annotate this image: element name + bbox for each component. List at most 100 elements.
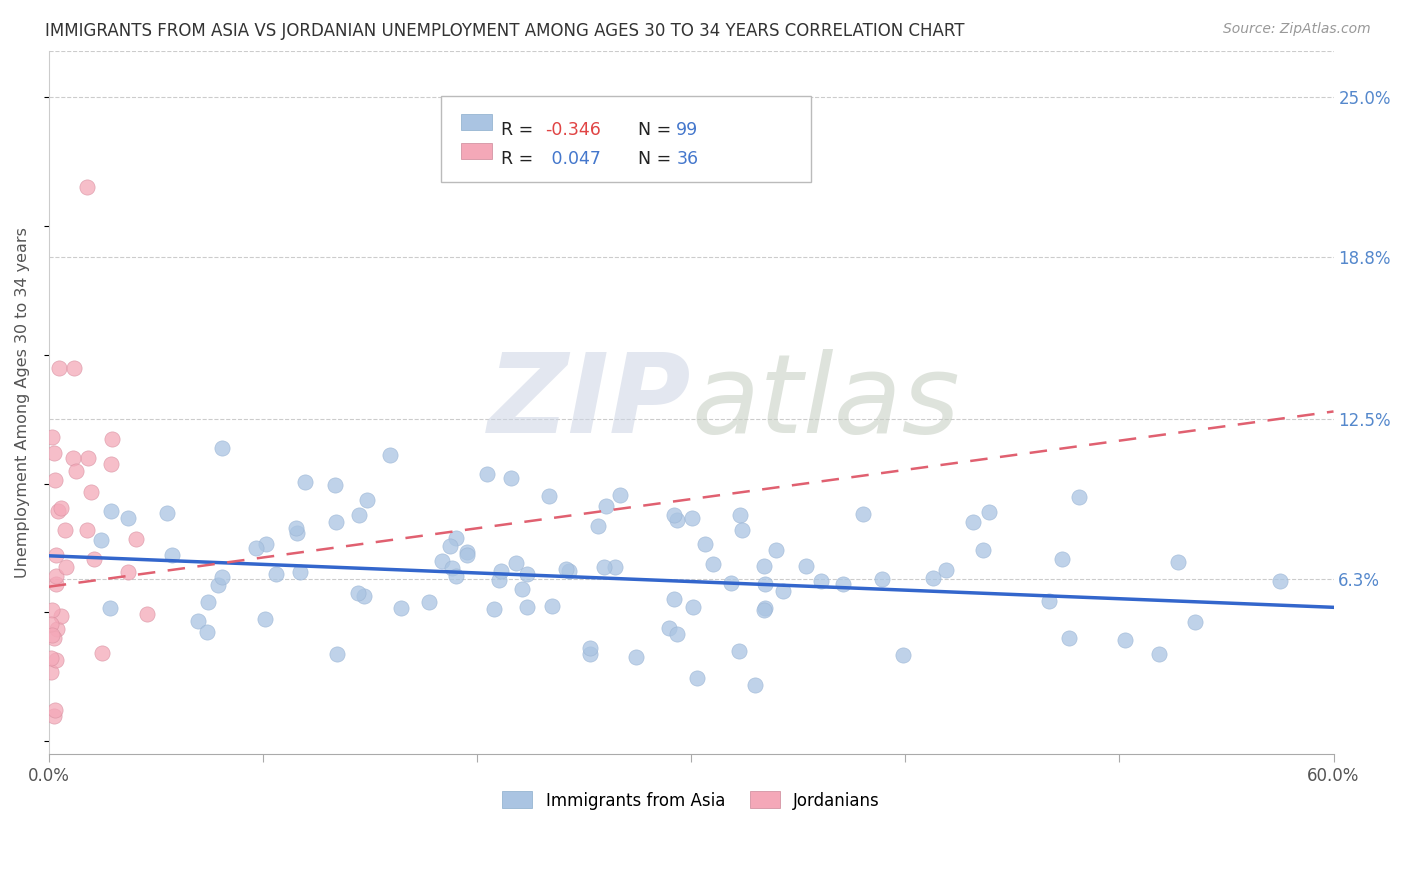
Point [41, 628, 63, 642]
Point [294, 475, 316, 489]
Point [288, 566, 311, 580]
Point [1038, 594, 1060, 608]
Point [418, 595, 440, 609]
Point [439, 539, 461, 553]
Point [538, 489, 561, 503]
Point [39, 665, 62, 679]
Text: R =: R = [501, 150, 538, 168]
Point [477, 467, 499, 482]
Point [254, 536, 277, 550]
Point [101, 432, 124, 446]
Point [730, 508, 752, 523]
Point [187, 614, 209, 628]
Point [41, 603, 63, 617]
Point [76, 180, 98, 194]
Point [98, 600, 121, 615]
Point [662, 592, 685, 607]
Point [285, 526, 308, 541]
Point [540, 599, 562, 613]
Point [53, 523, 76, 537]
Point [727, 644, 749, 658]
Text: atlas: atlas [692, 349, 960, 456]
Point [579, 641, 602, 656]
Point [872, 572, 894, 586]
Point [702, 557, 724, 571]
Point [41, 430, 63, 444]
Legend: Immigrants from Asia, Jordanians: Immigrants from Asia, Jordanians [495, 785, 887, 816]
Point [593, 559, 616, 574]
Point [45, 577, 67, 591]
Point [356, 493, 378, 508]
Point [46, 504, 69, 518]
Point [325, 515, 347, 529]
Point [1050, 552, 1073, 566]
Point [156, 506, 179, 520]
Point [42, 446, 65, 460]
Point [430, 554, 453, 568]
Point [1268, 574, 1291, 588]
Point [380, 448, 402, 462]
Point [389, 600, 412, 615]
Point [323, 478, 346, 492]
Text: 99: 99 [676, 121, 699, 139]
Point [658, 621, 681, 635]
Point [65, 464, 87, 478]
Point [626, 649, 648, 664]
Point [516, 567, 538, 582]
Point [516, 600, 538, 615]
Point [752, 559, 775, 574]
Point [45, 569, 67, 583]
Point [731, 523, 754, 537]
Point [77, 451, 100, 466]
Point [501, 471, 523, 485]
Point [1114, 633, 1136, 648]
Text: N =: N = [627, 121, 676, 139]
Text: ZIP: ZIP [488, 349, 692, 456]
Text: IMMIGRANTS FROM ASIA VS JORDANIAN UNEMPLOYMENT AMONG AGES 30 TO 34 YEARS CORRELA: IMMIGRANTS FROM ASIA VS JORDANIAN UNEMPL… [45, 22, 965, 40]
Point [195, 625, 218, 640]
Point [1057, 632, 1080, 646]
Point [39, 617, 62, 632]
Point [852, 507, 875, 521]
Point [772, 584, 794, 599]
Point [962, 515, 984, 529]
Point [512, 582, 534, 596]
Point [578, 647, 600, 661]
Point [666, 513, 689, 527]
Point [48, 360, 70, 375]
Point [1067, 490, 1090, 504]
Text: N =: N = [627, 150, 676, 168]
Point [505, 557, 527, 571]
Point [1184, 615, 1206, 629]
Point [744, 677, 766, 691]
Point [100, 457, 122, 471]
Point [1147, 647, 1170, 661]
Text: 0.047: 0.047 [546, 150, 600, 168]
Point [977, 505, 1000, 519]
Point [488, 573, 510, 587]
Point [695, 537, 717, 551]
Point [810, 574, 832, 589]
Point [46, 623, 69, 637]
Y-axis label: Unemployment Among Ages 30 to 34 years: Unemployment Among Ages 30 to 34 years [15, 227, 30, 578]
Point [76, 523, 98, 537]
Point [135, 607, 157, 621]
Point [211, 442, 233, 456]
Point [80, 485, 103, 500]
Point [42, 631, 65, 645]
Text: 36: 36 [676, 150, 699, 168]
Point [972, 542, 994, 557]
Point [765, 542, 787, 557]
Point [935, 563, 957, 577]
Point [44, 473, 66, 487]
Point [347, 508, 370, 523]
Point [162, 548, 184, 562]
Point [245, 541, 267, 555]
Point [90, 533, 112, 547]
Point [446, 569, 468, 583]
Point [603, 560, 626, 574]
Point [207, 578, 229, 592]
Point [51, 609, 73, 624]
Point [264, 567, 287, 582]
Point [720, 576, 742, 591]
